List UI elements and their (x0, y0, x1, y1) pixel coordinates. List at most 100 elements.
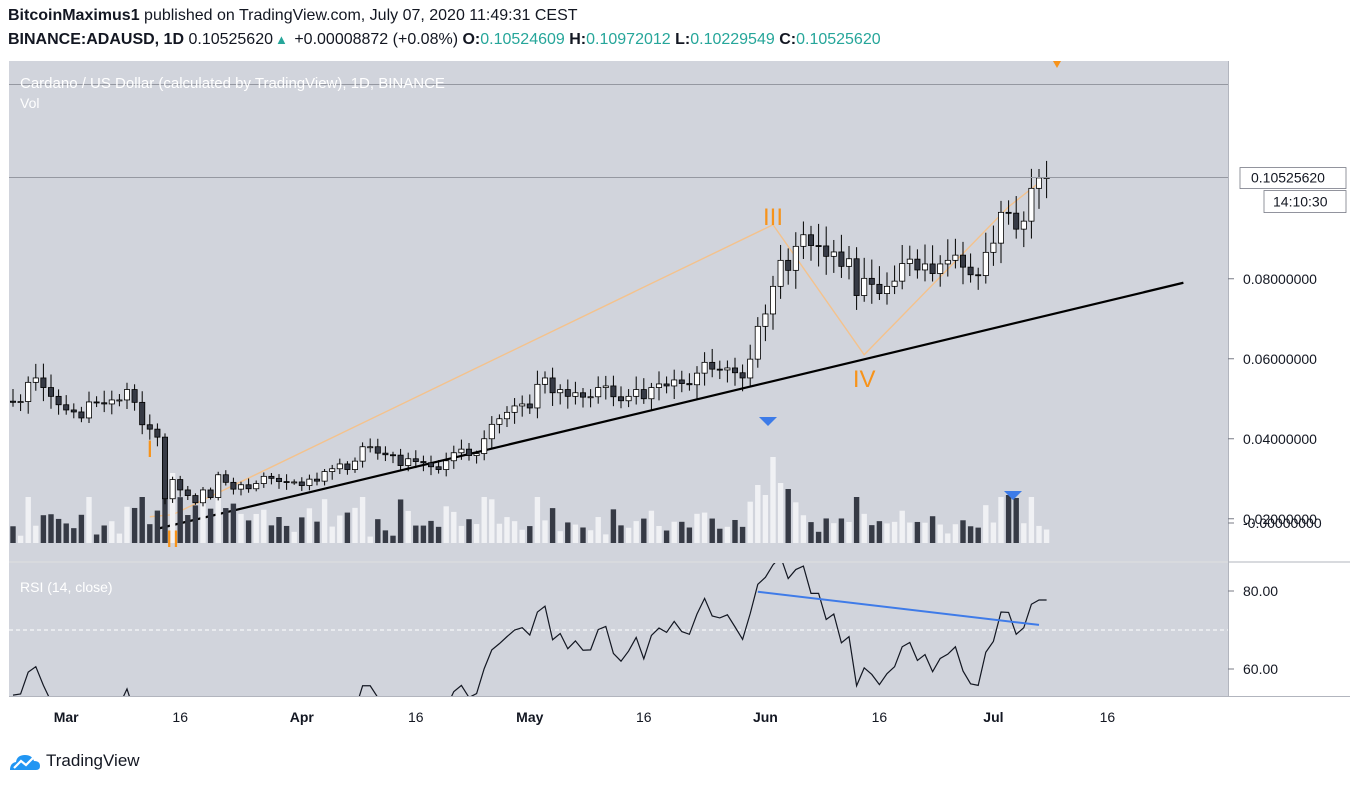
candle[interactable] (192, 495, 199, 504)
candle[interactable] (823, 245, 830, 257)
candle[interactable] (465, 448, 472, 456)
candle[interactable] (40, 377, 47, 388)
candle[interactable] (580, 392, 587, 398)
candle[interactable] (929, 263, 936, 274)
candle[interactable] (230, 481, 237, 490)
candle[interactable] (427, 462, 434, 468)
candle[interactable] (830, 251, 837, 257)
candle[interactable] (526, 403, 533, 409)
candle[interactable] (663, 383, 670, 387)
candle[interactable] (952, 254, 959, 261)
candle[interactable] (557, 389, 564, 394)
candle[interactable] (648, 387, 655, 400)
candle[interactable] (389, 454, 396, 457)
candle[interactable] (291, 481, 298, 484)
candle[interactable] (587, 396, 594, 399)
candle[interactable] (268, 475, 275, 479)
candle[interactable] (70, 409, 77, 413)
candle[interactable] (625, 395, 632, 402)
chart-area[interactable]: 0.02000000 0.04000000 0.06000000 0.08000000… (9, 61, 1350, 737)
candle[interactable] (86, 401, 93, 419)
candle[interactable] (694, 372, 701, 386)
candle[interactable] (154, 428, 161, 438)
tradingview-logo-icon[interactable] (8, 750, 42, 772)
candle[interactable] (260, 475, 267, 484)
candle[interactable] (868, 277, 875, 285)
candle[interactable] (253, 483, 260, 490)
candle[interactable] (678, 379, 685, 384)
candle[interactable] (450, 452, 457, 462)
candle[interactable] (108, 399, 115, 405)
candle[interactable] (1020, 220, 1027, 230)
candle[interactable] (762, 313, 769, 327)
candle[interactable] (313, 478, 320, 482)
candle[interactable] (595, 387, 602, 398)
candle[interactable] (800, 234, 807, 247)
candle[interactable] (1028, 187, 1035, 222)
candle[interactable] (131, 389, 138, 403)
candle[interactable] (739, 372, 746, 379)
candle[interactable] (982, 251, 989, 276)
candle[interactable] (321, 471, 328, 482)
candle[interactable] (503, 411, 510, 420)
candle[interactable] (458, 448, 465, 454)
candle[interactable] (405, 458, 412, 466)
candle[interactable] (207, 489, 214, 498)
candle[interactable] (93, 401, 100, 404)
rsi-line[interactable] (12, 557, 1047, 737)
candle[interactable] (367, 446, 374, 449)
candle[interactable] (283, 481, 290, 483)
candle[interactable] (25, 381, 32, 402)
candle[interactable] (808, 234, 815, 246)
candle[interactable] (275, 477, 282, 482)
candle[interactable] (975, 274, 982, 277)
candle[interactable] (116, 399, 123, 402)
candle[interactable] (9, 400, 16, 403)
candle[interactable] (374, 446, 381, 454)
candle[interactable] (701, 361, 708, 374)
candle[interactable] (891, 280, 898, 287)
candle[interactable] (792, 245, 799, 271)
candle[interactable] (420, 461, 427, 464)
candle[interactable] (344, 463, 351, 470)
candle[interactable] (161, 436, 168, 500)
candle[interactable] (838, 251, 845, 267)
candle[interactable] (199, 489, 206, 504)
candle[interactable] (245, 484, 252, 490)
candle[interactable] (686, 383, 693, 386)
candle[interactable] (785, 259, 792, 271)
candle[interactable] (990, 242, 997, 253)
candle[interactable] (846, 258, 853, 267)
candle[interactable] (914, 258, 921, 271)
candle[interactable] (184, 489, 191, 496)
candle[interactable] (32, 377, 39, 383)
candle[interactable] (549, 377, 556, 394)
candle[interactable] (435, 466, 442, 470)
candle[interactable] (906, 258, 913, 264)
candle[interactable] (306, 478, 313, 486)
candle[interactable] (17, 401, 24, 403)
candle[interactable] (488, 423, 495, 440)
candle[interactable] (139, 401, 146, 426)
candle[interactable] (671, 379, 678, 387)
candle[interactable] (534, 383, 541, 409)
candle[interactable] (967, 266, 974, 276)
candle[interactable] (899, 263, 906, 282)
support-trendline[interactable] (157, 281, 1184, 530)
candle[interactable] (78, 411, 85, 419)
candle[interactable] (63, 404, 70, 411)
candle[interactable] (709, 361, 716, 370)
candle[interactable] (48, 387, 55, 397)
candle[interactable] (443, 460, 450, 470)
candle[interactable] (770, 285, 777, 315)
candle[interactable] (397, 454, 404, 466)
candle[interactable] (481, 438, 488, 454)
candle[interactable] (351, 460, 358, 470)
candle[interactable] (754, 325, 761, 360)
candle[interactable] (177, 479, 184, 491)
candle[interactable] (922, 263, 929, 271)
candle[interactable] (298, 481, 305, 486)
candle[interactable] (124, 389, 131, 401)
candle[interactable] (329, 468, 336, 472)
candle[interactable] (222, 474, 229, 483)
